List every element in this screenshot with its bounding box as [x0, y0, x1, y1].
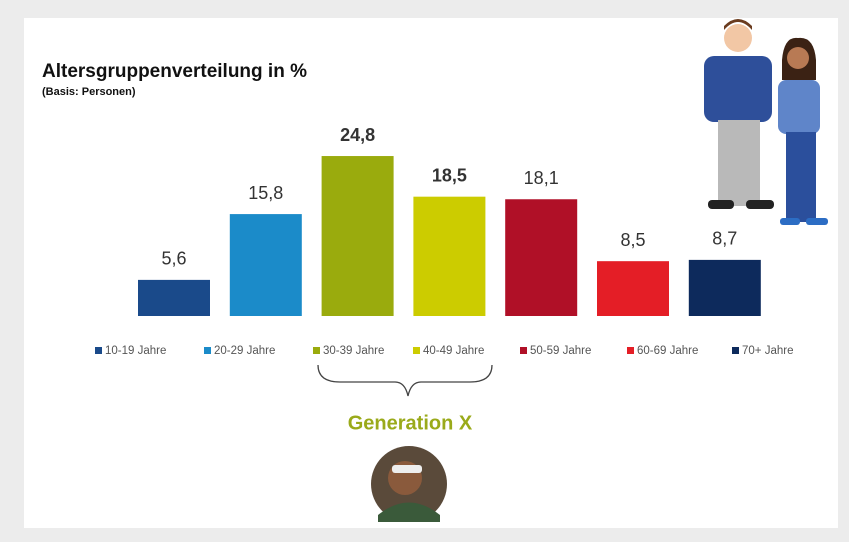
annotation: Generation X — [348, 412, 473, 434]
bar — [413, 197, 485, 316]
bar — [138, 280, 210, 316]
legend-label: 70+ Jahre — [742, 345, 793, 357]
bar — [689, 260, 761, 316]
legend-label: 30-39 Jahre — [323, 345, 384, 357]
legend-label: 50-59 Jahre — [530, 345, 591, 357]
bar — [322, 156, 394, 316]
legend-swatch — [520, 347, 527, 354]
value-label: 18,5 — [432, 165, 467, 185]
legend-swatch — [313, 347, 320, 354]
bar — [505, 199, 577, 316]
value-label: 8,5 — [620, 230, 645, 250]
value-label: 8,7 — [712, 229, 737, 249]
legend-label: 40-49 Jahre — [423, 345, 484, 357]
legend-swatch — [95, 347, 102, 354]
photo — [371, 446, 447, 522]
chart-subtitle: (Basis: Personen) — [42, 86, 136, 98]
legend-swatch — [413, 347, 420, 354]
bar — [597, 261, 669, 316]
value-label: 15,8 — [248, 183, 283, 203]
legend-swatch — [204, 347, 211, 354]
chart-title: Altersgruppenverteilung in % — [42, 61, 307, 82]
legend-label: 60-69 Jahre — [637, 345, 698, 357]
legend-swatch — [732, 347, 739, 354]
legend-swatch — [627, 347, 634, 354]
chart: Altersgruppenverteilung in % (Basis: Per… — [0, 0, 849, 542]
value-label: 5,6 — [161, 249, 186, 269]
value-label: 24,8 — [340, 125, 375, 145]
bar — [230, 214, 302, 316]
page: Altersgruppenverteilung in % (Basis: Per… — [0, 0, 849, 542]
value-label: 18,1 — [524, 168, 559, 188]
legend-label: 10-19 Jahre — [105, 345, 166, 357]
legend-label: 20-29 Jahre — [214, 345, 275, 357]
